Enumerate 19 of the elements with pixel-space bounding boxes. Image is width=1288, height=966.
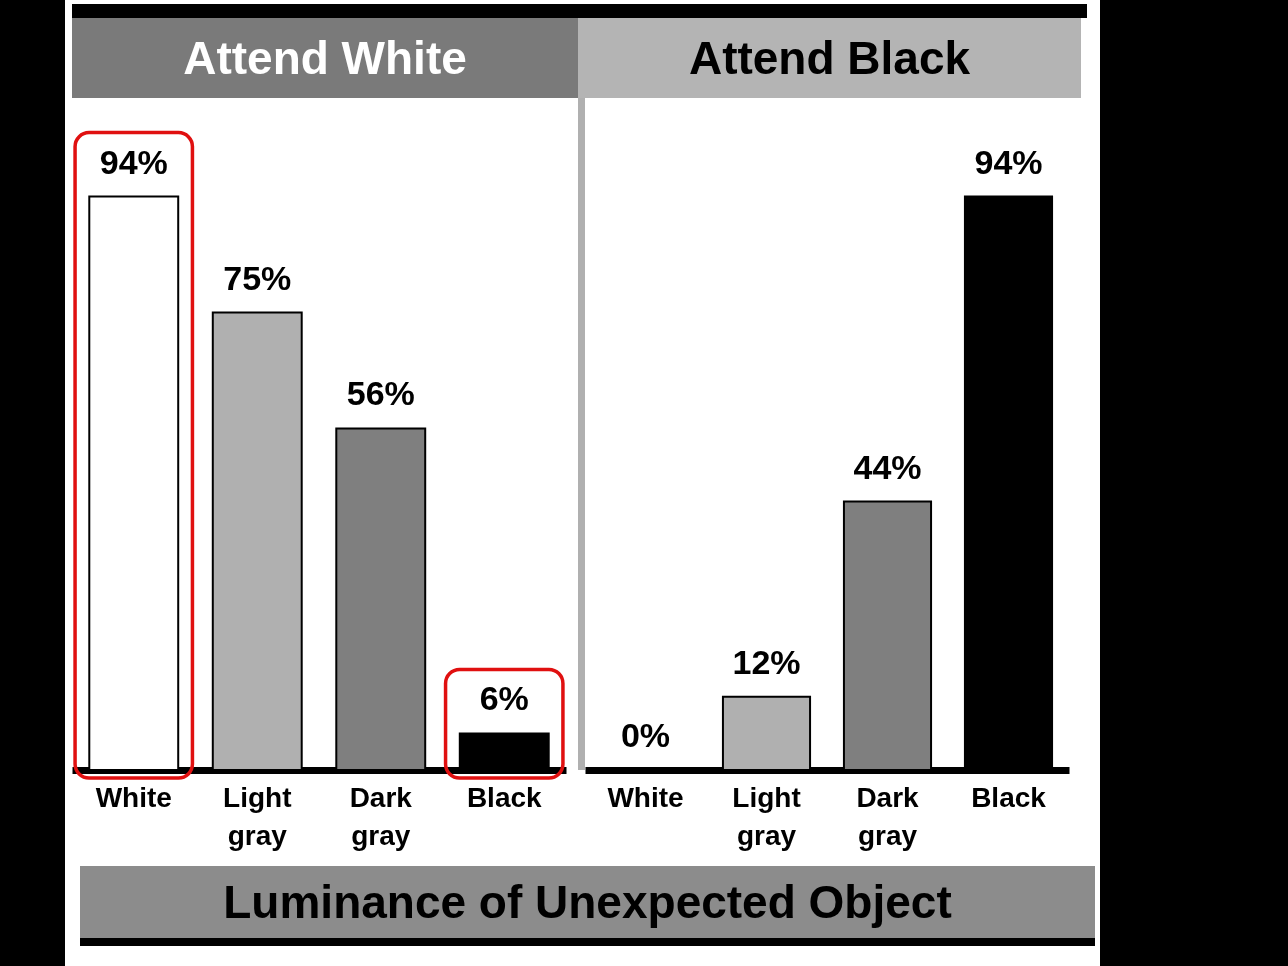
chart-title: Attend White [72, 18, 578, 98]
data-label: 56% [346, 374, 415, 413]
x-tick-label: Black [971, 781, 1047, 813]
data-label: 0% [620, 716, 671, 754]
x-tick-label: White [95, 781, 172, 813]
data-label: 6% [479, 679, 529, 718]
x-tick-label: Black [466, 781, 543, 813]
x-tick-label: Light gray [223, 781, 292, 851]
x-tick-label: White [607, 781, 684, 813]
data-label: 94% [974, 142, 1043, 181]
data-label: 12% [732, 642, 801, 681]
x-tick-label: Dark gray [856, 781, 920, 851]
chart-title: Attend Black [578, 18, 1081, 98]
x-axis-title: Luminance of Unexpected Object [80, 866, 1095, 946]
data-label: 75% [223, 258, 292, 297]
data-label: 44% [853, 447, 922, 486]
x-tick-label: Light gray [732, 781, 801, 851]
x-tick-label: Dark gray [349, 781, 413, 851]
data-label: 94% [99, 142, 168, 181]
